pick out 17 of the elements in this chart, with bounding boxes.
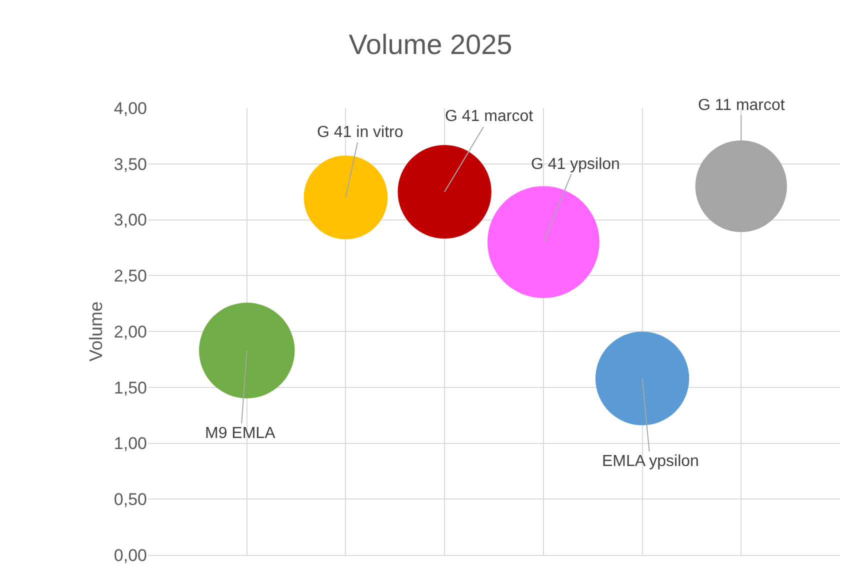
chart-title: Volume 2025 xyxy=(348,29,512,60)
y-tick-label: 1,50 xyxy=(114,378,147,398)
y-tick-label: 1,00 xyxy=(114,434,147,454)
text: G 11 marcot xyxy=(698,97,786,114)
y-tick-label: 3,50 xyxy=(114,154,147,174)
y-tick-label: 2,50 xyxy=(114,266,147,286)
y-tick-label: 4,00 xyxy=(114,98,147,118)
series-label: G 41 marcot xyxy=(445,108,534,125)
y-axis-title: Volume xyxy=(86,301,106,362)
y-tick-label: 2,00 xyxy=(114,322,147,342)
text: EMLA ypsilon xyxy=(602,453,699,470)
series-label: G 41 in vitro xyxy=(317,124,404,141)
series-label: M9 EMLA xyxy=(205,425,276,442)
y-tick-label: 3,00 xyxy=(114,210,147,230)
y-tick-label: 0,50 xyxy=(114,490,147,510)
series-label: G 41 ypsilon xyxy=(531,156,620,173)
y-tick-label: 0,00 xyxy=(114,546,147,565)
